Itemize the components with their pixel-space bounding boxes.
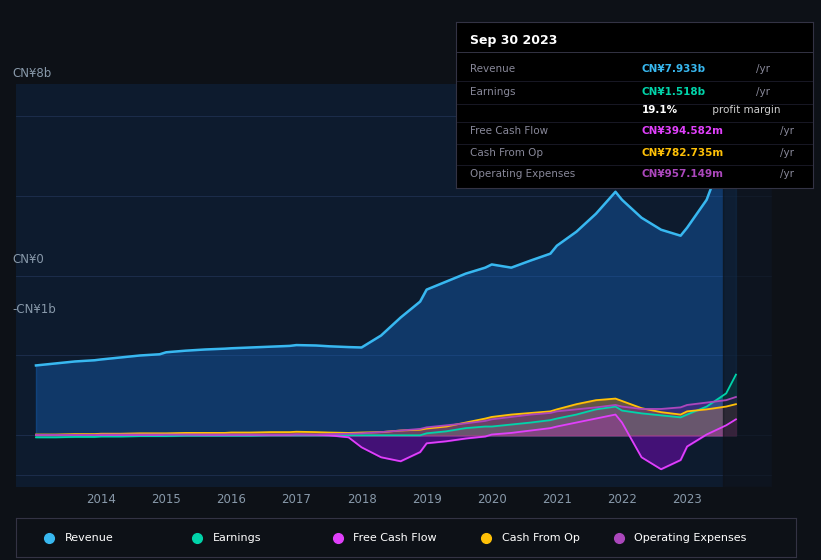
Text: CN¥7.933b: CN¥7.933b: [641, 64, 705, 74]
Text: 19.1%: 19.1%: [641, 105, 677, 115]
Text: /yr: /yr: [780, 148, 794, 158]
Text: Earnings: Earnings: [470, 87, 516, 97]
Text: Free Cash Flow: Free Cash Flow: [353, 533, 437, 543]
Text: CN¥782.735m: CN¥782.735m: [641, 148, 723, 158]
Text: Revenue: Revenue: [470, 64, 515, 74]
Text: CN¥394.582m: CN¥394.582m: [641, 127, 723, 137]
Text: CN¥1.518b: CN¥1.518b: [641, 87, 705, 97]
Text: CN¥957.149m: CN¥957.149m: [641, 169, 723, 179]
Text: profit margin: profit margin: [709, 105, 781, 115]
Text: Revenue: Revenue: [65, 533, 113, 543]
Text: CN¥8b: CN¥8b: [12, 67, 52, 80]
Text: CN¥0: CN¥0: [12, 253, 44, 266]
Text: Cash From Op: Cash From Op: [470, 148, 543, 158]
Text: Earnings: Earnings: [213, 533, 261, 543]
Text: -CN¥1b: -CN¥1b: [12, 304, 57, 316]
Text: Cash From Op: Cash From Op: [502, 533, 580, 543]
Text: Operating Expenses: Operating Expenses: [470, 169, 576, 179]
Text: Free Cash Flow: Free Cash Flow: [470, 127, 548, 137]
Text: /yr: /yr: [756, 64, 770, 74]
Text: Operating Expenses: Operating Expenses: [634, 533, 746, 543]
Text: /yr: /yr: [780, 127, 794, 137]
Bar: [723, 84, 772, 487]
Text: /yr: /yr: [780, 169, 794, 179]
Text: /yr: /yr: [756, 87, 770, 97]
Text: Sep 30 2023: Sep 30 2023: [470, 34, 557, 47]
